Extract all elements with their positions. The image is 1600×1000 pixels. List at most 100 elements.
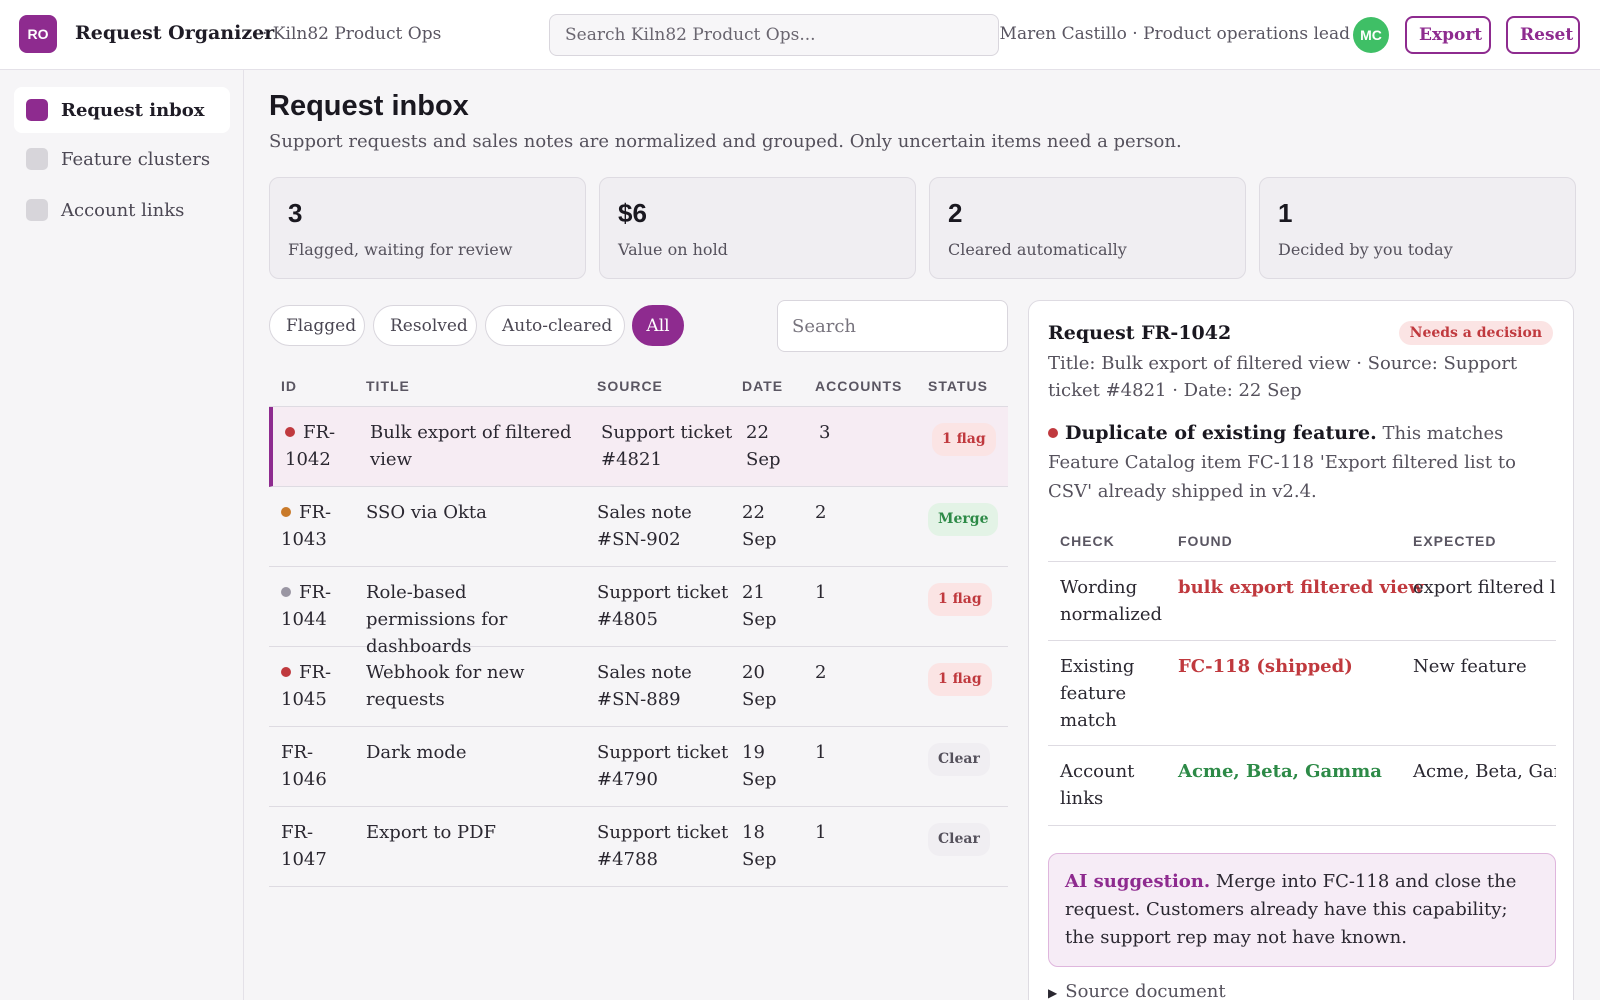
check-expected: export filtered lis — [1413, 577, 1556, 598]
cell-status: 1 flag — [928, 583, 992, 616]
status-dot-icon — [285, 427, 295, 437]
cell-accounts: 1 — [815, 742, 827, 763]
cell-date: 20 Sep — [742, 662, 777, 710]
cell-status: Clear — [928, 823, 990, 856]
global-search-input[interactable] — [549, 14, 999, 56]
status-badge: 1 flag — [928, 663, 992, 696]
user-info: Maren Castillo · Product operations lead — [999, 24, 1350, 44]
check-expected: New feature — [1413, 656, 1527, 677]
filter-resolved[interactable]: Resolved — [373, 305, 477, 346]
table-row[interactable]: FR-1042 Bulk export of filtered view Suppo… — [269, 407, 1008, 487]
cell-source: Support ticket #4821 — [601, 422, 733, 470]
page-title: Request inbox — [269, 90, 469, 122]
sidebar-item-feature-clusters[interactable]: Feature clusters — [14, 136, 230, 182]
column-header-id[interactable]: ID — [281, 378, 297, 394]
cell-accounts: 1 — [815, 582, 827, 603]
cell-source: Sales note #SN-902 — [597, 502, 692, 550]
column-header-status[interactable]: STATUS — [928, 378, 988, 394]
cell-date: 22 Sep — [742, 502, 777, 550]
cell-status: 1 flag — [932, 423, 996, 456]
nav-square-icon — [26, 199, 48, 221]
check-name: Account links — [1060, 761, 1135, 809]
sidebar-item-label: Feature clusters — [61, 148, 211, 170]
cell-id: FR-1043 — [281, 499, 351, 553]
table-search-input[interactable] — [777, 300, 1008, 352]
cell-status: Clear — [928, 743, 990, 776]
table-row[interactable]: FR-1045 Webhook for new requests Sales not… — [269, 647, 1008, 727]
nav-square-icon — [26, 148, 48, 170]
check-row: Wording normalized bulk export filtered v… — [1048, 562, 1556, 641]
cell-status: 1 flag — [928, 663, 992, 696]
request-id: FR-1045 — [281, 662, 332, 710]
table-header: ID TITLE SOURCE DATE ACCOUNTS STATUS — [269, 362, 1008, 407]
sidebar-item-request-inbox[interactable]: Request inbox — [14, 87, 230, 133]
request-id: FR-1044 — [281, 582, 332, 630]
column-header-date[interactable]: DATE — [742, 378, 784, 394]
request-id: FR-1046 — [281, 742, 327, 790]
check-row: Existing feature match FC-118 (shipped) Ne… — [1048, 641, 1556, 746]
status-badge: Needs a decision — [1398, 321, 1553, 345]
source-document-toggle[interactable]: ▶ Source document — [1048, 981, 1226, 1000]
status-badge: Clear — [928, 743, 990, 776]
column-header-source[interactable]: SOURCE — [597, 378, 663, 394]
flag-dot-icon — [1048, 428, 1058, 438]
detail-meta: Title: Bulk export of filtered view · So… — [1048, 353, 1518, 401]
cell-title: Export to PDF — [366, 822, 497, 843]
sidebar: Request inbox Feature clusters Account l… — [0, 70, 244, 1000]
cell-accounts: 1 — [815, 822, 827, 843]
cell-date: 21 Sep — [742, 582, 777, 630]
app-logo: RO — [19, 15, 57, 53]
stat-label: Flagged, waiting for review — [288, 240, 513, 259]
column-header-accounts[interactable]: ACCOUNTS — [815, 378, 903, 394]
status-dot-icon — [281, 507, 291, 517]
cell-source: Support ticket #4805 — [597, 582, 729, 630]
column-header-title[interactable]: TITLE — [366, 378, 410, 394]
stat-value: 3 — [288, 198, 303, 228]
filter-auto-cleared[interactable]: Auto-cleared — [485, 305, 625, 346]
triangle-right-icon: ▶ — [1048, 986, 1058, 1000]
cell-accounts: 2 — [815, 662, 827, 683]
table-row[interactable]: FR-1044 Role-based permissions for dashbo… — [269, 567, 1008, 657]
column-header-expected: EXPECTED — [1413, 533, 1497, 549]
filter-flagged[interactable]: Flagged — [269, 305, 365, 346]
check-found: Acme, Beta, Gamma — [1178, 761, 1382, 782]
cell-accounts: 3 — [819, 422, 831, 443]
cell-id: FR-1045 — [281, 659, 351, 713]
export-button[interactable]: Export — [1405, 16, 1491, 54]
detail-panel: Request FR-1042 Needs a decision Title: … — [1028, 300, 1574, 1000]
sidebar-item-account-links[interactable]: Account links — [14, 187, 230, 233]
cell-date: 22 Sep — [746, 422, 781, 470]
ai-suggestion: AI suggestion. Merge into FC-118 and clo… — [1048, 853, 1556, 967]
top-bar: RO Request Organizer · Kiln82 Product Op… — [0, 0, 1600, 70]
column-header-check: CHECK — [1060, 533, 1115, 549]
stat-label: Value on hold — [618, 240, 728, 259]
check-row: Account links Acme, Beta, Gamma Acme, Beta… — [1048, 746, 1556, 826]
stat-label: Decided by you today — [1278, 240, 1453, 259]
finding-text: This matches Feature Catalog item FC-118… — [1048, 423, 1516, 502]
filter-all[interactable]: All — [632, 305, 684, 346]
cell-id: FR-1047 — [281, 819, 351, 873]
stat-value: 1 — [1278, 198, 1293, 228]
request-table: ID TITLE SOURCE DATE ACCOUNTS STATUS FR-… — [269, 362, 1008, 887]
nav-square-icon — [26, 99, 48, 121]
table-row[interactable]: FR-1047 Export to PDF Support ticket #4788… — [269, 807, 1008, 887]
cell-status: Merge — [928, 503, 999, 536]
table-row[interactable]: FR-1043 SSO via Okta Sales note #SN-902 22 … — [269, 487, 1008, 567]
sidebar-item-label: Account links — [61, 199, 185, 221]
avatar[interactable]: MC — [1353, 17, 1389, 53]
cell-title: Role-based permissions for dashboards — [366, 582, 508, 657]
cell-id: FR-1044 — [281, 579, 351, 633]
cell-date: 19 Sep — [742, 742, 777, 790]
checks-header: CHECK FOUND EXPECTED — [1048, 517, 1556, 562]
reset-button[interactable]: Reset — [1506, 16, 1580, 54]
stat-label: Cleared automatically — [948, 240, 1127, 259]
page-subtitle: Support requests and sales notes are nor… — [269, 131, 1182, 152]
table-row[interactable]: FR-1046 Dark mode Support ticket #4790 19 S… — [269, 727, 1008, 807]
workspace-name: · Kiln82 Product Ops — [262, 24, 442, 44]
stat-card-cleared: 2 Cleared automatically — [929, 177, 1246, 279]
status-badge: Merge — [928, 503, 999, 536]
stat-card-flagged: 3 Flagged, waiting for review — [269, 177, 586, 279]
stat-value: 2 — [948, 198, 963, 228]
column-header-found: FOUND — [1178, 533, 1233, 549]
source-document-label: Source document — [1065, 981, 1226, 1000]
